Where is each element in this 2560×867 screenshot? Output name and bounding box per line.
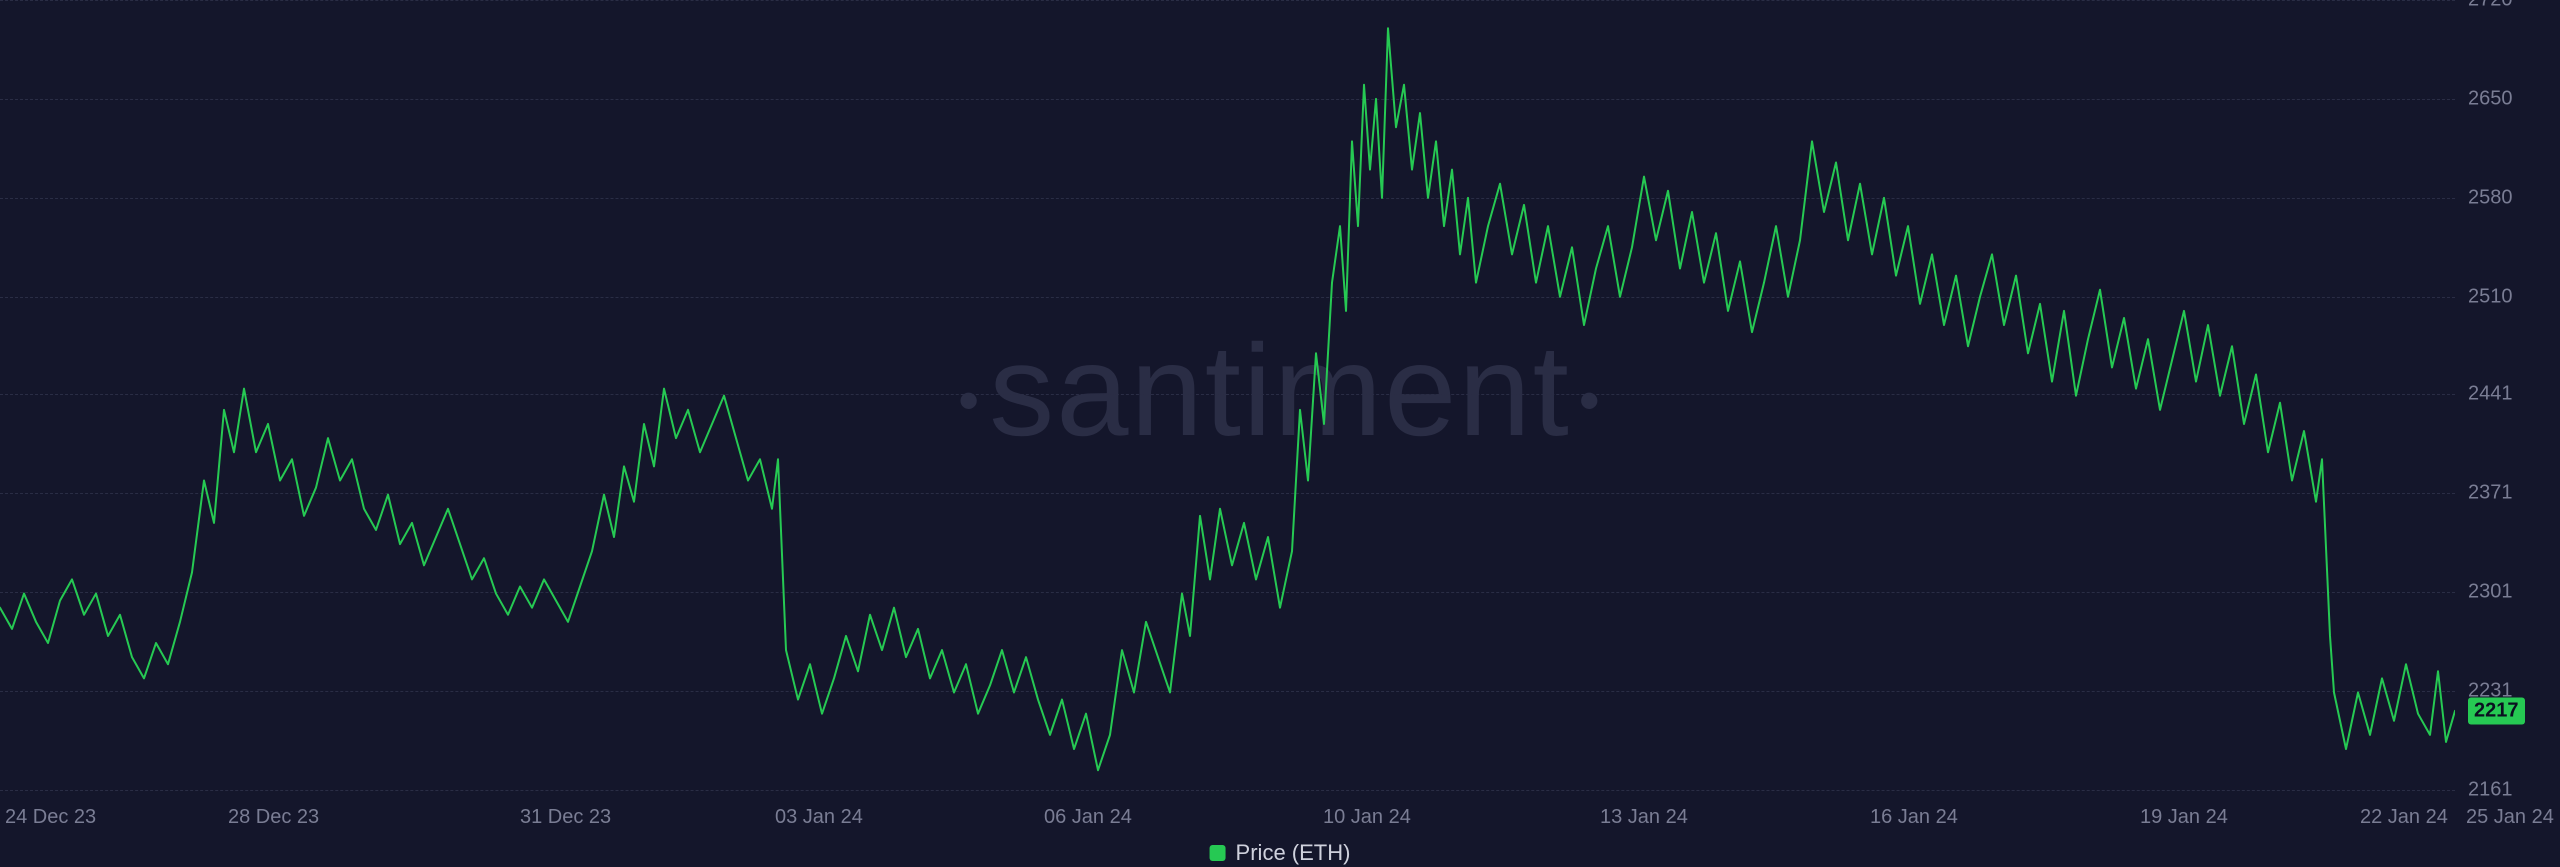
y-tick-label: 2161 <box>2468 779 2513 802</box>
y-tick-label: 2301 <box>2468 581 2513 604</box>
y-tick-label: 2720 <box>2468 0 2513 12</box>
x-tick-label: 10 Jan 24 <box>1323 806 1411 829</box>
x-tick-label: 28 Dec 23 <box>228 806 319 829</box>
x-tick-label: 16 Jan 24 <box>1870 806 1958 829</box>
x-tick-label: 31 Dec 23 <box>520 806 611 829</box>
x-tick-label: 06 Jan 24 <box>1044 806 1132 829</box>
legend-swatch <box>1210 845 1226 861</box>
y-tick-label: 2650 <box>2468 87 2513 110</box>
y-tick-label: 2371 <box>2468 482 2513 505</box>
legend-label: Price (ETH) <box>1236 840 1351 866</box>
current-price-badge: 2217 <box>2468 697 2525 724</box>
y-tick-label: 2441 <box>2468 383 2513 406</box>
x-tick-label: 03 Jan 24 <box>775 806 863 829</box>
price-chart[interactable]: •santiment• 2161223123012371244125102580… <box>0 0 2560 867</box>
y-tick-label: 2510 <box>2468 285 2513 308</box>
price-line <box>0 0 2455 792</box>
legend: Price (ETH) <box>1210 840 1351 866</box>
y-tick-label: 2580 <box>2468 186 2513 209</box>
x-tick-label: 13 Jan 24 <box>1600 806 1688 829</box>
x-tick-label: 19 Jan 24 <box>2140 806 2228 829</box>
x-tick-label: 25 Jan 24 <box>2466 806 2554 829</box>
x-tick-label: 22 Jan 24 <box>2360 806 2448 829</box>
x-tick-label: 24 Dec 23 <box>5 806 96 829</box>
